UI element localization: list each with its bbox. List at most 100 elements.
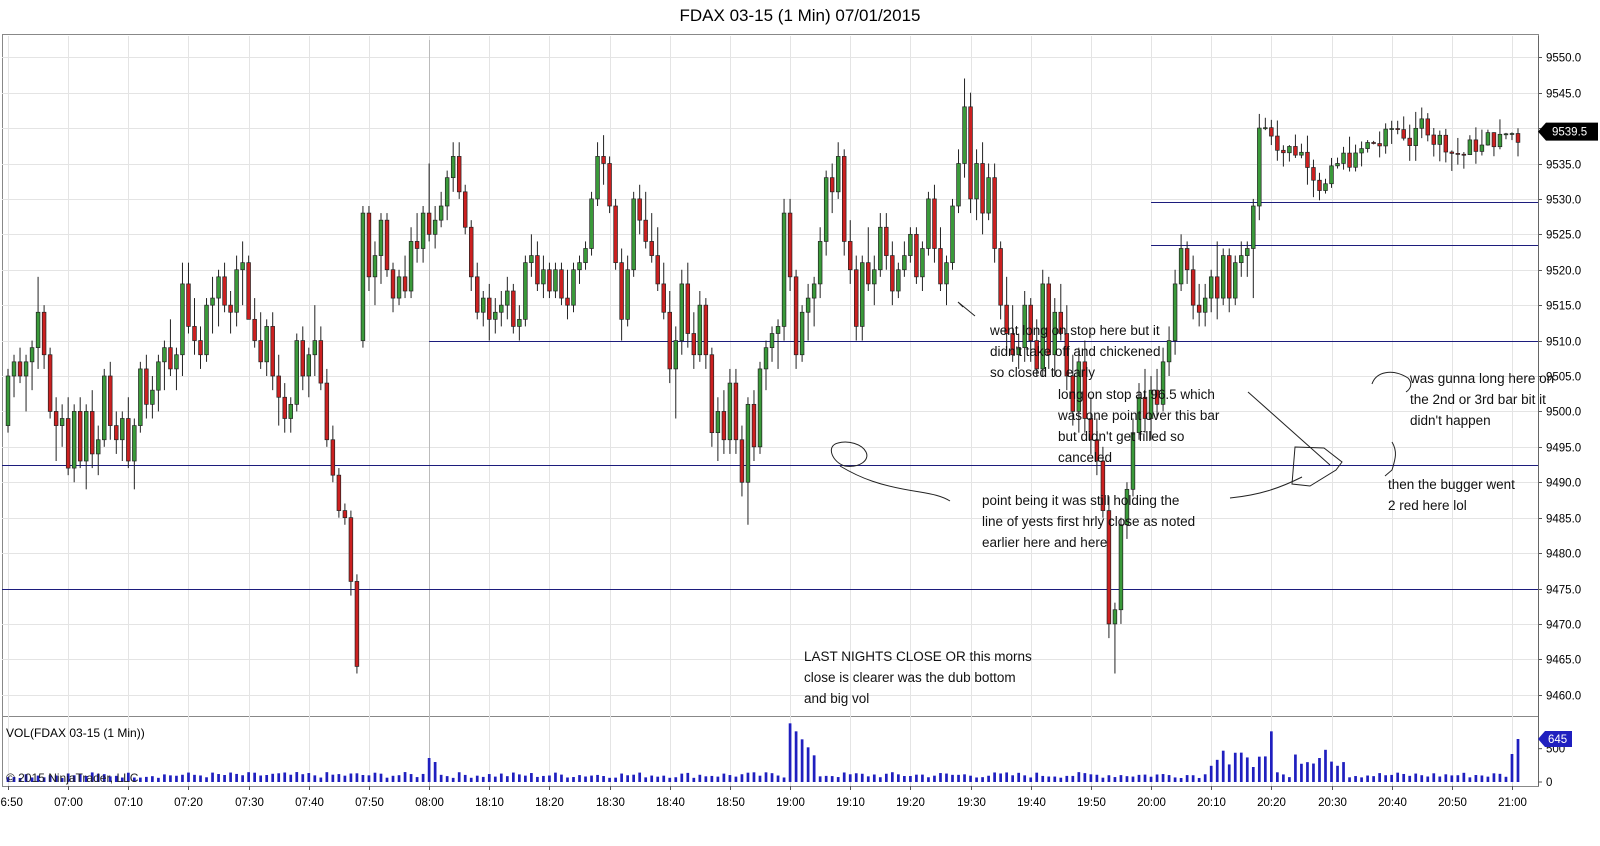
x-tick-label: 19:00 xyxy=(776,797,805,809)
candle-up xyxy=(481,297,486,313)
annotation-long-on-stop: long on stop at 96.5 which was one point… xyxy=(1058,387,1220,465)
candle-up xyxy=(408,241,414,292)
candle-down xyxy=(619,262,624,320)
candle-up xyxy=(1221,255,1226,299)
candle-down xyxy=(1407,137,1412,146)
candle-down xyxy=(751,403,757,448)
candle-down xyxy=(709,354,715,434)
candle-up xyxy=(1383,128,1388,147)
candle-down xyxy=(1275,135,1280,151)
candle-up xyxy=(817,241,823,285)
candle-up xyxy=(823,177,829,242)
hook-mark-2040 xyxy=(1384,441,1396,477)
candle-up xyxy=(775,326,781,334)
candle-up xyxy=(1076,361,1082,412)
candle-up xyxy=(679,283,684,341)
arc-mark-2040 xyxy=(1371,371,1412,393)
candle-down xyxy=(1070,375,1076,412)
y-tick-label: 9550.0 xyxy=(1546,53,1581,65)
candle-down xyxy=(938,248,943,285)
candle-up xyxy=(450,156,456,179)
candle-down xyxy=(1317,179,1322,191)
last-price-label: 9539.5 xyxy=(1552,127,1587,139)
candle-down xyxy=(914,233,919,278)
candle-up xyxy=(396,276,402,299)
y-tick-label: 9460.0 xyxy=(1546,691,1581,703)
candle-down xyxy=(733,382,739,441)
candle-up xyxy=(577,262,582,271)
candle-down xyxy=(667,311,672,370)
candle-down xyxy=(108,375,113,426)
candle-down xyxy=(721,411,727,441)
candle-up xyxy=(132,425,137,462)
candle-down xyxy=(1455,153,1461,155)
candle-down xyxy=(1004,304,1009,334)
candle-down xyxy=(547,269,552,292)
candle-up xyxy=(1335,163,1340,167)
candle-up xyxy=(493,311,498,320)
candle-up xyxy=(120,418,125,441)
candle-down xyxy=(1401,129,1406,139)
candle-up xyxy=(1052,311,1057,356)
annotation-bugger-went: then the bugger went 2 red here lol xyxy=(1388,477,1515,513)
candle-up xyxy=(1353,152,1358,168)
candle-up xyxy=(541,269,546,285)
candle-down xyxy=(535,255,540,285)
candle-up xyxy=(150,389,155,405)
candle-down xyxy=(348,517,354,582)
candle-up xyxy=(986,177,991,214)
candle-down xyxy=(1196,304,1202,313)
candle-up xyxy=(517,318,522,327)
candle-down xyxy=(1395,128,1400,130)
candle-down xyxy=(126,418,131,462)
axis-layer: 9460.0 9465.0 9470.0 9475.0 9480.0 9485.0 9490… xyxy=(0,36,1598,809)
x-tick-label: 20:30 xyxy=(1318,797,1347,809)
candle-down xyxy=(1443,134,1449,153)
candle-up xyxy=(294,340,299,405)
candle-up xyxy=(1022,304,1027,349)
candle-up xyxy=(1479,144,1485,152)
candle-up xyxy=(529,255,534,264)
candle-up xyxy=(1166,340,1172,363)
candle-down xyxy=(1214,276,1220,299)
candle-up xyxy=(264,326,269,363)
candle-up xyxy=(1148,389,1154,419)
candle-down xyxy=(426,212,432,235)
candle-down xyxy=(1311,167,1316,181)
candle-down xyxy=(1491,132,1497,148)
candle-up xyxy=(420,212,426,249)
candle-up xyxy=(1359,148,1364,154)
candle-up xyxy=(1389,128,1394,130)
x-tick-label: 20:00 xyxy=(1137,797,1166,809)
chart-title: FDAX 03-15 (1 Min) 07/01/2015 xyxy=(679,6,921,25)
candle-up xyxy=(571,269,576,306)
candle-up xyxy=(944,262,949,285)
x-tick-label: 18:50 xyxy=(716,797,745,809)
volume-last-marker xyxy=(1538,731,1572,747)
candle-up xyxy=(11,361,17,377)
candle-down xyxy=(330,439,336,476)
hand-drawn-marks xyxy=(830,301,1412,502)
annotation-gunna-long: was gunna long here on the 2nd or 3rd ba… xyxy=(1410,371,1555,428)
candle-up xyxy=(956,163,961,207)
swoosh-mark-2025 xyxy=(1229,476,1303,499)
candle-down xyxy=(1515,133,1521,143)
x-tick-label: 19:50 xyxy=(1077,797,1106,809)
candle-down xyxy=(932,198,937,249)
y-tick-label: 9530.0 xyxy=(1546,195,1581,207)
candle-down xyxy=(842,156,847,242)
candle-up xyxy=(878,226,883,271)
y-tick-label: 9515.0 xyxy=(1546,301,1581,313)
candle-down xyxy=(1227,255,1232,299)
candle-up xyxy=(102,375,107,441)
candle-up xyxy=(306,354,312,377)
x-tick-label: 07:40 xyxy=(295,797,324,809)
candle-down xyxy=(41,311,47,356)
candle-up xyxy=(1467,139,1473,155)
last-price-marker xyxy=(1538,122,1598,141)
candle-up xyxy=(896,269,901,292)
candle-down xyxy=(1094,439,1100,462)
candle-up xyxy=(1263,127,1268,130)
candle-down xyxy=(336,474,342,511)
